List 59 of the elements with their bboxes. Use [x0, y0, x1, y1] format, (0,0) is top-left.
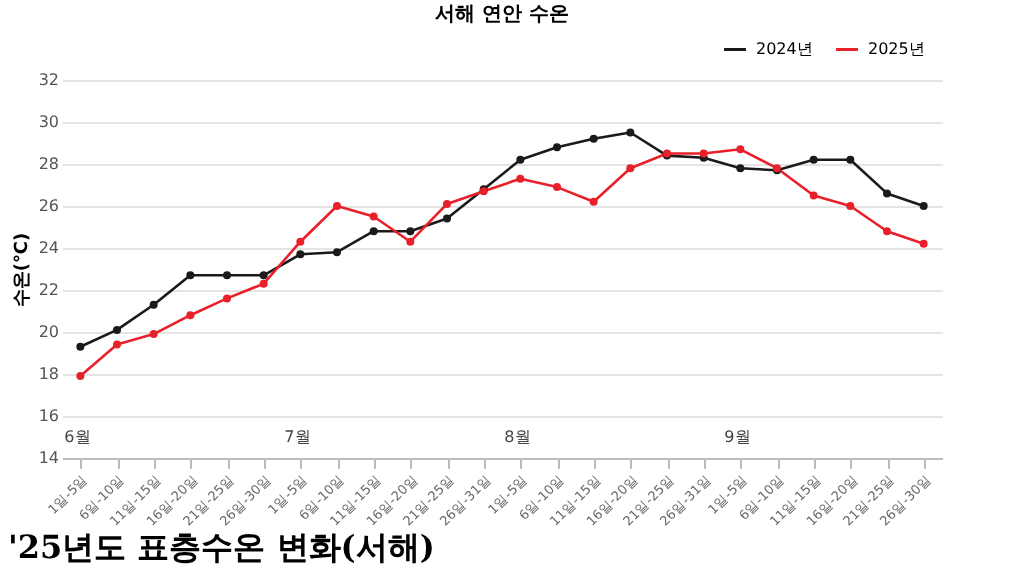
y-tick-label: 18	[38, 365, 59, 383]
point	[149, 300, 158, 309]
annotation: 7월	[284, 428, 311, 446]
y-tick-label: 26	[38, 197, 59, 215]
point	[406, 227, 415, 236]
y-tick-label: 14	[38, 449, 59, 467]
y-axis-title: 수온(℃)	[12, 232, 33, 308]
point	[809, 191, 818, 200]
point	[223, 294, 231, 303]
point	[516, 174, 525, 183]
point	[883, 227, 891, 236]
point	[443, 214, 451, 223]
point	[846, 202, 855, 210]
point	[333, 248, 341, 257]
point	[589, 197, 598, 206]
point	[516, 155, 525, 164]
point	[919, 202, 928, 210]
y-tick-label: 22	[38, 281, 59, 299]
y-tick-label: 20	[38, 323, 59, 341]
y-tick-label: 16	[38, 407, 59, 425]
point	[736, 145, 745, 154]
point	[223, 271, 231, 280]
point	[919, 239, 928, 248]
legend-label: 2025년	[868, 39, 925, 58]
point	[626, 128, 635, 137]
point	[553, 143, 561, 152]
point	[76, 342, 85, 351]
point	[113, 340, 121, 349]
text: '25년도 표층수온 변화(서해)	[8, 528, 437, 570]
point	[259, 279, 268, 288]
point	[296, 250, 305, 259]
point	[443, 199, 451, 208]
y-tick-label: 30	[38, 113, 59, 131]
point	[809, 155, 818, 164]
y-tick-label: 28	[38, 155, 59, 173]
point	[626, 164, 635, 173]
point	[589, 134, 598, 143]
annotation: 6월	[64, 428, 91, 446]
point	[369, 227, 378, 236]
point	[883, 189, 891, 198]
point	[186, 271, 195, 280]
point	[186, 311, 195, 320]
point	[113, 325, 121, 334]
point	[736, 164, 745, 173]
legend-label: 2024년	[756, 39, 813, 58]
point	[406, 237, 415, 246]
annotation: 8월	[504, 428, 531, 446]
chart-title: 서해 연안 수온	[435, 4, 569, 26]
y-tick-label: 32	[38, 71, 59, 89]
point	[846, 155, 855, 164]
point	[76, 372, 85, 381]
point	[333, 202, 341, 210]
y-tick-label: 24	[38, 239, 59, 257]
annotation: 9월	[724, 428, 751, 446]
point	[553, 183, 561, 192]
point	[149, 330, 158, 339]
point	[296, 237, 305, 246]
point	[369, 212, 378, 221]
point	[259, 271, 268, 280]
